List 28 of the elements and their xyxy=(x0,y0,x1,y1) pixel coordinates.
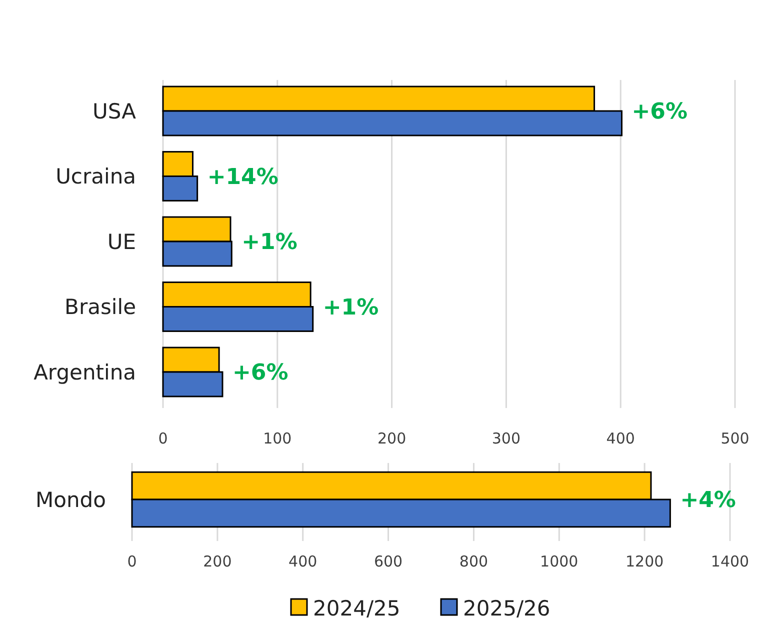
y-tick-label: Ucraina xyxy=(56,164,136,189)
x-tick-label: 500 xyxy=(720,430,750,448)
annotation: +1% xyxy=(322,295,379,320)
x-tick-label: 0 xyxy=(158,430,168,448)
y-tick-label: Brasile xyxy=(64,295,136,320)
x-tick-label: 400 xyxy=(606,430,635,448)
annotation: +4% xyxy=(680,488,736,514)
x-tick-label: 200 xyxy=(377,430,406,448)
y-tick-label: Argentina xyxy=(34,360,136,384)
y-tick-label: USA xyxy=(92,99,137,124)
legend-label: 2025/26 xyxy=(463,596,550,620)
x-tick-label: 1400 xyxy=(710,552,750,571)
x-tick-label: 300 xyxy=(492,430,521,448)
x-tick-label: 1200 xyxy=(625,552,664,571)
x-tick-label: 600 xyxy=(374,552,403,571)
x-tick-label: 200 xyxy=(203,552,232,571)
y-tick-label: Mondo xyxy=(36,488,106,512)
x-tick-label: 400 xyxy=(288,552,318,571)
annotation: +6% xyxy=(232,360,288,386)
legend-label: 2024/25 xyxy=(313,596,400,620)
annotation: +6% xyxy=(632,100,688,125)
x-tick-label: 1000 xyxy=(540,552,578,571)
x-tick-label: 100 xyxy=(263,430,292,448)
y-tick-label: UE xyxy=(107,230,136,254)
annotation: +1% xyxy=(242,230,298,256)
annotation: +14% xyxy=(207,164,278,190)
x-tick-label: 0 xyxy=(127,552,137,571)
x-tick-label: 800 xyxy=(459,552,488,571)
